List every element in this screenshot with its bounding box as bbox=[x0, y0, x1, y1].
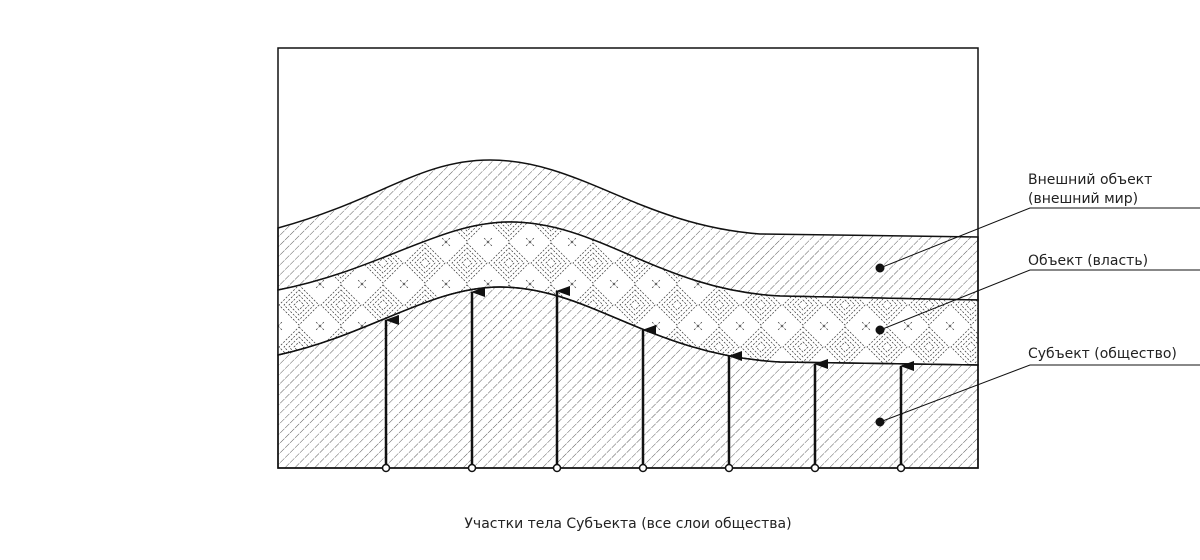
leader-dot bbox=[875, 263, 885, 273]
label-external-line1: Внешний объект bbox=[1028, 172, 1152, 188]
arrow-base bbox=[638, 463, 648, 473]
arrow-base bbox=[552, 463, 562, 473]
arrow-base bbox=[896, 463, 906, 473]
leader-line bbox=[879, 364, 1200, 423]
label-object: Объект (власть) bbox=[1028, 253, 1148, 269]
arrows bbox=[381, 286, 914, 473]
arrow-base bbox=[724, 463, 734, 473]
label-subject: Субъект (общество) bbox=[1028, 346, 1177, 362]
leaders bbox=[875, 207, 1200, 427]
arrow-base bbox=[810, 463, 820, 473]
label-external-line2: (внешний мир) bbox=[1028, 191, 1138, 207]
arrow-base bbox=[467, 463, 477, 473]
leader-dot bbox=[875, 325, 885, 335]
caption: Участки тела Субъекта (все слои общества… bbox=[464, 516, 791, 532]
leader-line bbox=[879, 269, 1200, 331]
leader-dot bbox=[875, 417, 885, 427]
arrow-base bbox=[381, 463, 391, 473]
leader-line bbox=[879, 207, 1200, 269]
